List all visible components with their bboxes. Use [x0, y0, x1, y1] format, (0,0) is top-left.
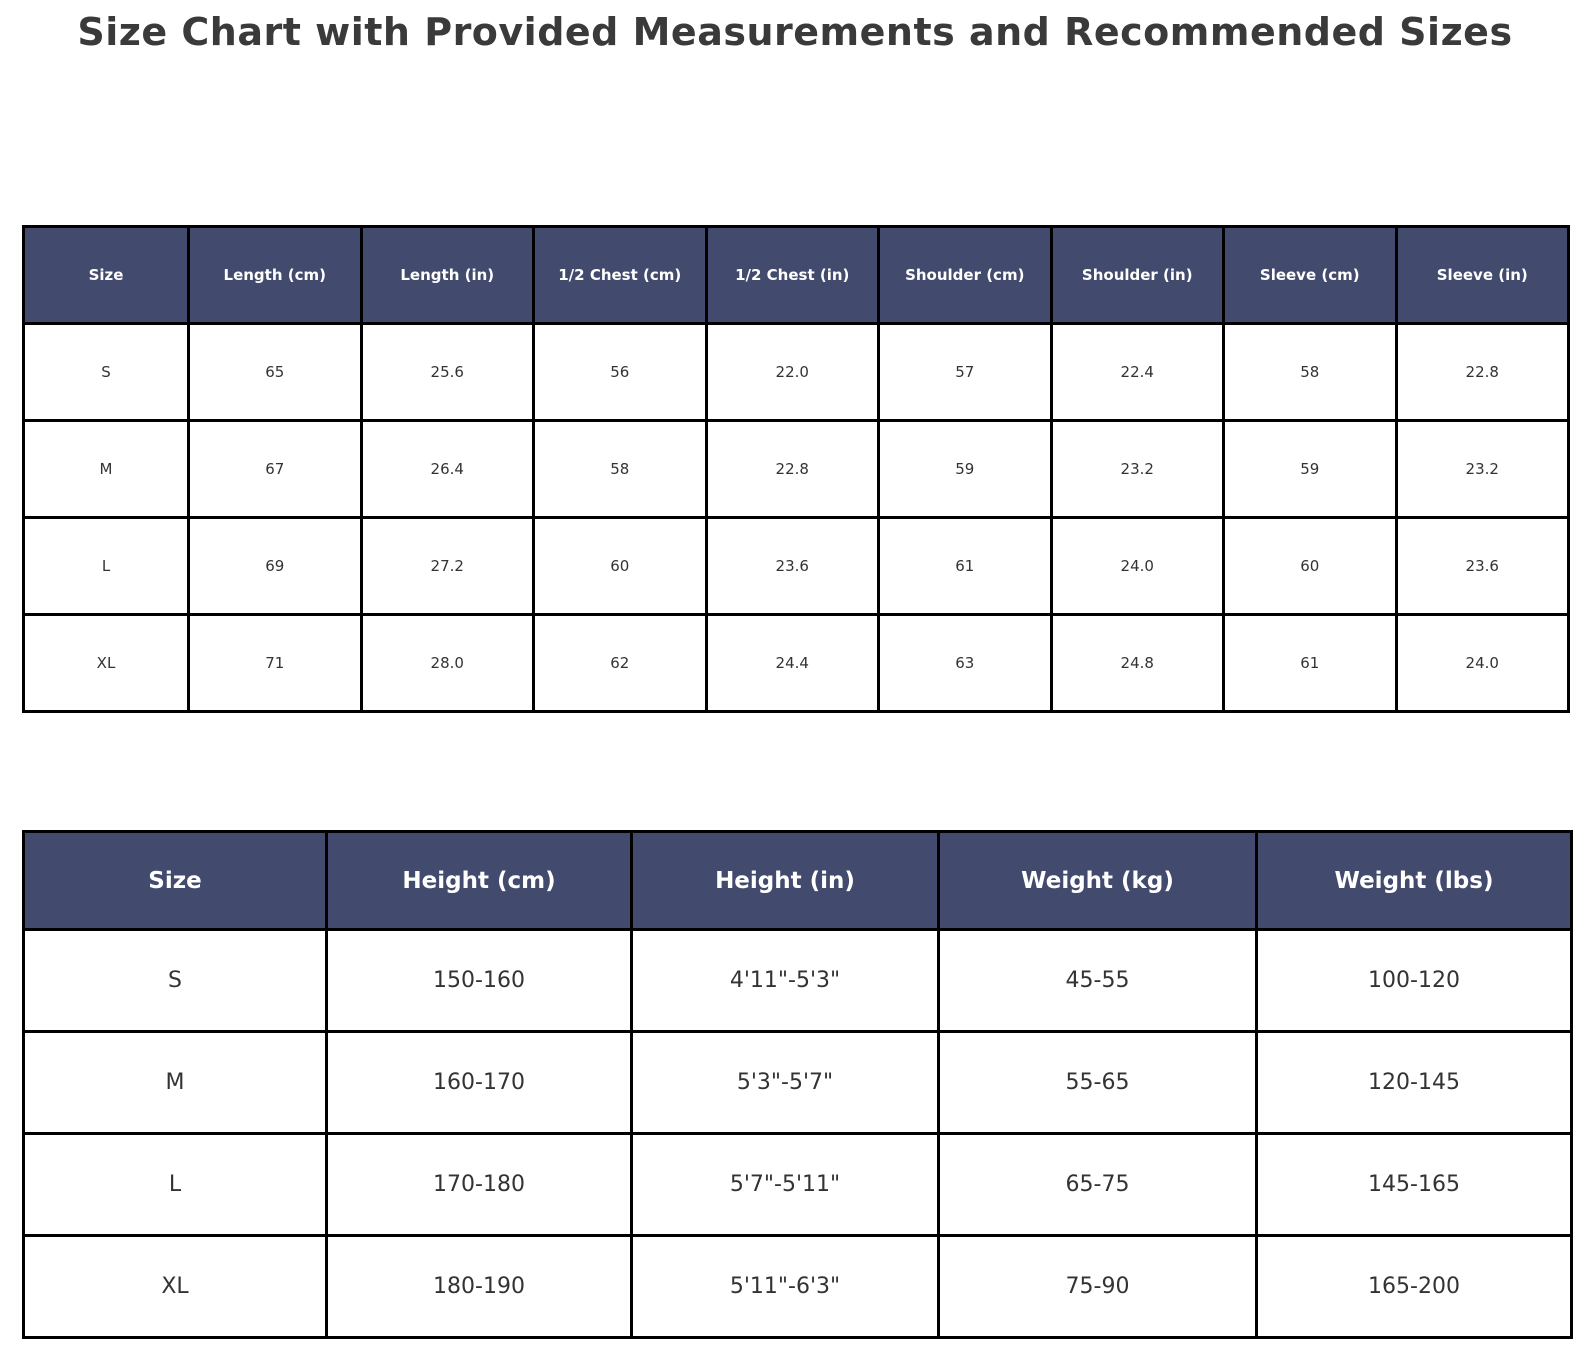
table-cell: L: [22, 1132, 328, 1237]
table-cell: 67: [187, 419, 363, 519]
table-cell: 55-65: [937, 1030, 1258, 1135]
table-cell: 60: [532, 516, 708, 616]
sizes-row-l: L 170-180 5'7"-5'11" 65-75 145-165: [22, 1132, 1573, 1237]
table-cell: 63: [877, 613, 1053, 713]
table-cell: 23.6: [1394, 516, 1570, 616]
header-cell-half-chest-in: 1/2 Chest (in): [704, 225, 880, 325]
table-cell: 170-180: [325, 1132, 633, 1237]
table-cell: 4'11"-5'3": [630, 928, 940, 1033]
table-cell: L: [22, 516, 190, 616]
table-cell: 22.8: [704, 419, 880, 519]
header-cell-weight-kg: Weight (kg): [937, 830, 1258, 931]
table-cell: 71: [187, 613, 363, 713]
table-cell: 59: [1222, 419, 1398, 519]
measurements-row-s: S 65 25.6 56 22.0 57 22.4 58 22.8: [22, 322, 1570, 422]
table-cell: 22.8: [1394, 322, 1570, 422]
table-cell: 5'3"-5'7": [630, 1030, 940, 1135]
table-cell: 24.0: [1049, 516, 1225, 616]
table-cell: 60: [1222, 516, 1398, 616]
table-cell: 28.0: [359, 613, 535, 713]
table-cell: 62: [532, 613, 708, 713]
table-cell: XL: [22, 613, 190, 713]
table-cell: 57: [877, 322, 1053, 422]
measurements-table: Size Length (cm) Length (in) 1/2 Chest (…: [22, 225, 1570, 713]
sizes-row-s: S 150-160 4'11"-5'3" 45-55 100-120: [22, 928, 1573, 1033]
header-cell-size: Size: [22, 830, 328, 931]
table-cell: 22.4: [1049, 322, 1225, 422]
table-cell: 26.4: [359, 419, 535, 519]
table-cell: 24.0: [1394, 613, 1570, 713]
table-cell: 23.2: [1049, 419, 1225, 519]
table-cell: S: [22, 928, 328, 1033]
table-cell: XL: [22, 1234, 328, 1339]
header-cell-height-in: Height (in): [630, 830, 940, 931]
header-cell-height-cm: Height (cm): [325, 830, 633, 931]
header-cell-shoulder-cm: Shoulder (cm): [877, 225, 1053, 325]
table-cell: 75-90: [937, 1234, 1258, 1339]
table-cell: 65-75: [937, 1132, 1258, 1237]
table-cell: 150-160: [325, 928, 633, 1033]
table-cell: 145-165: [1255, 1132, 1573, 1237]
measurements-row-xl: XL 71 28.0 62 24.4 63 24.8 61 24.0: [22, 613, 1570, 713]
table-cell: 24.8: [1049, 613, 1225, 713]
table-cell: S: [22, 322, 190, 422]
table-cell: 45-55: [937, 928, 1258, 1033]
header-cell-sleeve-cm: Sleeve (cm): [1222, 225, 1398, 325]
table-cell: 27.2: [359, 516, 535, 616]
table-cell: 5'11"-6'3": [630, 1234, 940, 1339]
table-cell: 25.6: [359, 322, 535, 422]
sizes-row-m: M 160-170 5'3"-5'7" 55-65 120-145: [22, 1030, 1573, 1135]
table-cell: 58: [1222, 322, 1398, 422]
sizes-header-row: Size Height (cm) Height (in) Weight (kg)…: [22, 830, 1573, 931]
table-cell: 23.2: [1394, 419, 1570, 519]
table-cell: 120-145: [1255, 1030, 1573, 1135]
header-cell-length-cm: Length (cm): [187, 225, 363, 325]
header-cell-length-in: Length (in): [359, 225, 535, 325]
measurements-header-row: Size Length (cm) Length (in) 1/2 Chest (…: [22, 225, 1570, 325]
header-cell-half-chest-cm: 1/2 Chest (cm): [532, 225, 708, 325]
table-cell: 24.4: [704, 613, 880, 713]
table-cell: 160-170: [325, 1030, 633, 1135]
table-cell: 5'7"-5'11": [630, 1132, 940, 1237]
table-cell: 58: [532, 419, 708, 519]
table-cell: 69: [187, 516, 363, 616]
table-cell: 22.0: [704, 322, 880, 422]
table-cell: M: [22, 419, 190, 519]
table-cell: 65: [187, 322, 363, 422]
header-cell-weight-lbs: Weight (lbs): [1255, 830, 1573, 931]
table-cell: 100-120: [1255, 928, 1573, 1033]
sizes-row-xl: XL 180-190 5'11"-6'3" 75-90 165-200: [22, 1234, 1573, 1339]
table-cell: 56: [532, 322, 708, 422]
table-cell: 23.6: [704, 516, 880, 616]
measurements-row-l: L 69 27.2 60 23.6 61 24.0 60 23.6: [22, 516, 1570, 616]
page-title: Size Chart with Provided Measurements an…: [77, 10, 1513, 54]
table-cell: 61: [877, 516, 1053, 616]
header-cell-sleeve-in: Sleeve (in): [1394, 225, 1570, 325]
header-cell-shoulder-in: Shoulder (in): [1049, 225, 1225, 325]
table-cell: 180-190: [325, 1234, 633, 1339]
table-cell: 59: [877, 419, 1053, 519]
table-cell: 165-200: [1255, 1234, 1573, 1339]
header-cell-size: Size: [22, 225, 190, 325]
table-cell: M: [22, 1030, 328, 1135]
table-cell: 61: [1222, 613, 1398, 713]
measurements-row-m: M 67 26.4 58 22.8 59 23.2 59 23.2: [22, 419, 1570, 519]
sizes-table: Size Height (cm) Height (in) Weight (kg)…: [22, 830, 1573, 1339]
